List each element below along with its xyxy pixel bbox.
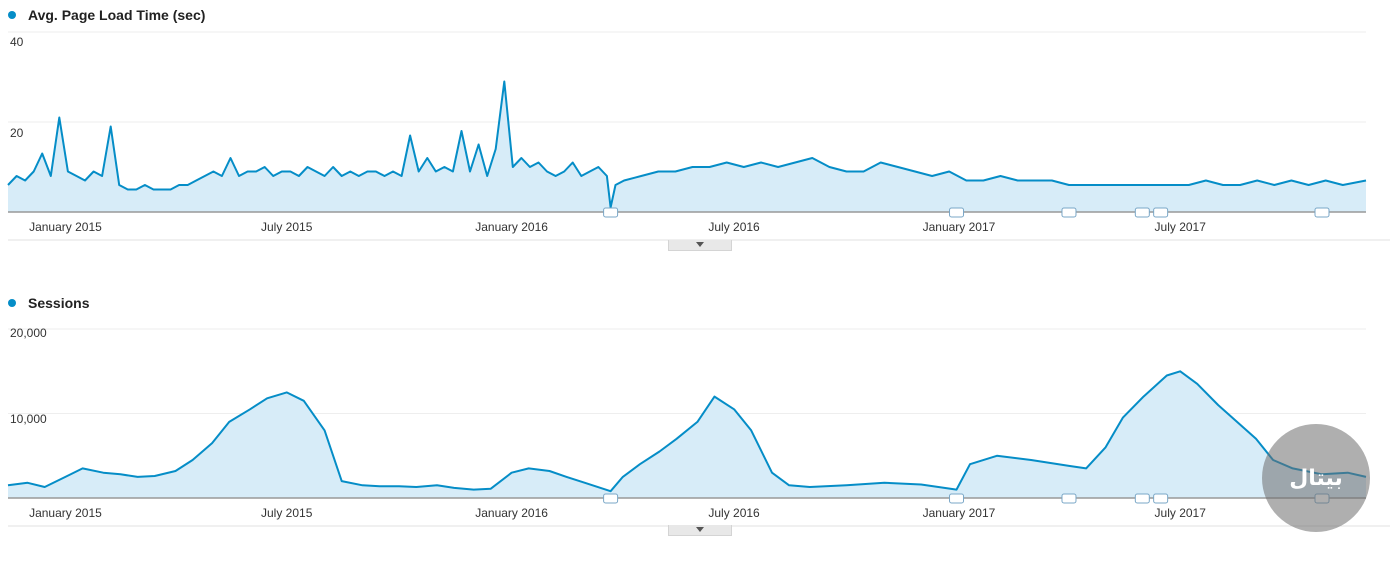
annotation-marker[interactable] [1061,207,1077,218]
series-line [7,80,1367,209]
expand-chart-button[interactable] [668,240,732,251]
legend-swatch [8,11,16,19]
x-tick-label: January 2017 [923,220,996,234]
y-tick-label: 10,000 [10,412,47,426]
x-tick-label: January 2015 [29,220,102,234]
x-tick-label: January 2016 [475,220,548,234]
annotation-marker[interactable] [1153,493,1169,504]
y-tick-label: 20 [10,126,24,140]
annotation-marker[interactable] [1314,207,1330,218]
chart-legend: Sessions [8,295,89,311]
x-tick-label: January 2017 [923,506,996,520]
watermark-text: بیتال [1289,465,1343,491]
y-tick-label: 40 [10,35,24,49]
expand-chart-button[interactable] [668,525,732,536]
series-area [8,81,1366,212]
chevron-down-icon [696,527,704,532]
x-tick-label: July 2016 [708,220,760,234]
annotation-marker[interactable] [949,207,965,218]
sessions-chart: 20,000 10,000 January 2015 July 2015 January… [7,326,1390,527]
x-tick-label: July 2015 [261,506,313,520]
annotation-marker[interactable] [603,207,619,218]
chart-legend: Avg. Page Load Time (sec) [8,7,205,23]
annotation-marker[interactable] [1134,493,1150,504]
annotation-marker[interactable] [1134,207,1150,218]
x-tick-label: July 2017 [1155,220,1207,234]
annotation-marker[interactable] [1061,493,1077,504]
legend-label: Avg. Page Load Time (sec) [28,7,206,23]
series-line [7,370,1367,493]
x-tick-label: July 2015 [261,220,313,234]
x-tick-label: July 2016 [708,506,760,520]
x-tick-label: July 2017 [1155,506,1207,520]
x-tick-label: January 2015 [29,506,102,520]
annotation-marker[interactable] [949,493,965,504]
x-tick-label: January 2016 [475,506,548,520]
page-load-chart: 40 20 January 2015 July 2015 January 2016 Jul… [7,31,1390,241]
page-load-chart-panel: Avg. Page Load Time (sec) 40 20 January 20… [0,0,1400,262]
chevron-down-icon [696,242,704,247]
annotation-marker[interactable] [603,493,619,504]
watermark-logo: بیتال [1262,424,1370,532]
annotation-marker[interactable] [1153,207,1169,218]
legend-swatch [8,299,16,307]
legend-label: Sessions [28,295,90,311]
sessions-chart-panel: Sessions 20,000 10,000 January 2015 July 20… [0,287,1400,549]
y-tick-label: 20,000 [10,326,47,340]
series-area [8,371,1366,498]
